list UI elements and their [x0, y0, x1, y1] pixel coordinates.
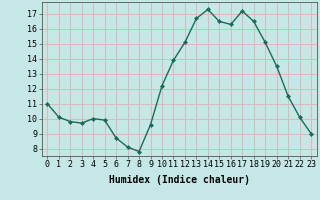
- X-axis label: Humidex (Indice chaleur): Humidex (Indice chaleur): [109, 175, 250, 185]
